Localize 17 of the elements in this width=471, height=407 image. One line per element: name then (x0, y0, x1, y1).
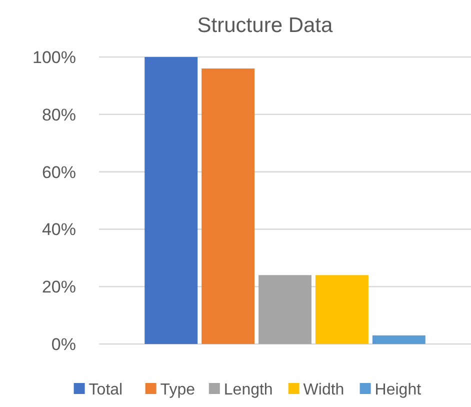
chart-title: Structure Data (197, 14, 334, 37)
y-tick-label: 60% (42, 162, 76, 182)
bar (315, 275, 368, 344)
legend-label: Length (224, 382, 273, 399)
legend-label: Total (88, 382, 123, 399)
bar (258, 275, 312, 344)
legend-label: Type (160, 382, 196, 399)
legend-label: Height (374, 382, 422, 399)
bar (372, 335, 426, 344)
y-tick-label: 100% (32, 48, 76, 67)
legend-label: Width (303, 382, 344, 399)
y-tick-label: 0% (51, 334, 76, 354)
bar (144, 57, 198, 344)
bar (202, 68, 255, 344)
y-tick-label: 20% (42, 278, 76, 297)
y-tick-label: 80% (42, 105, 76, 124)
y-tick-label: 40% (42, 220, 76, 240)
